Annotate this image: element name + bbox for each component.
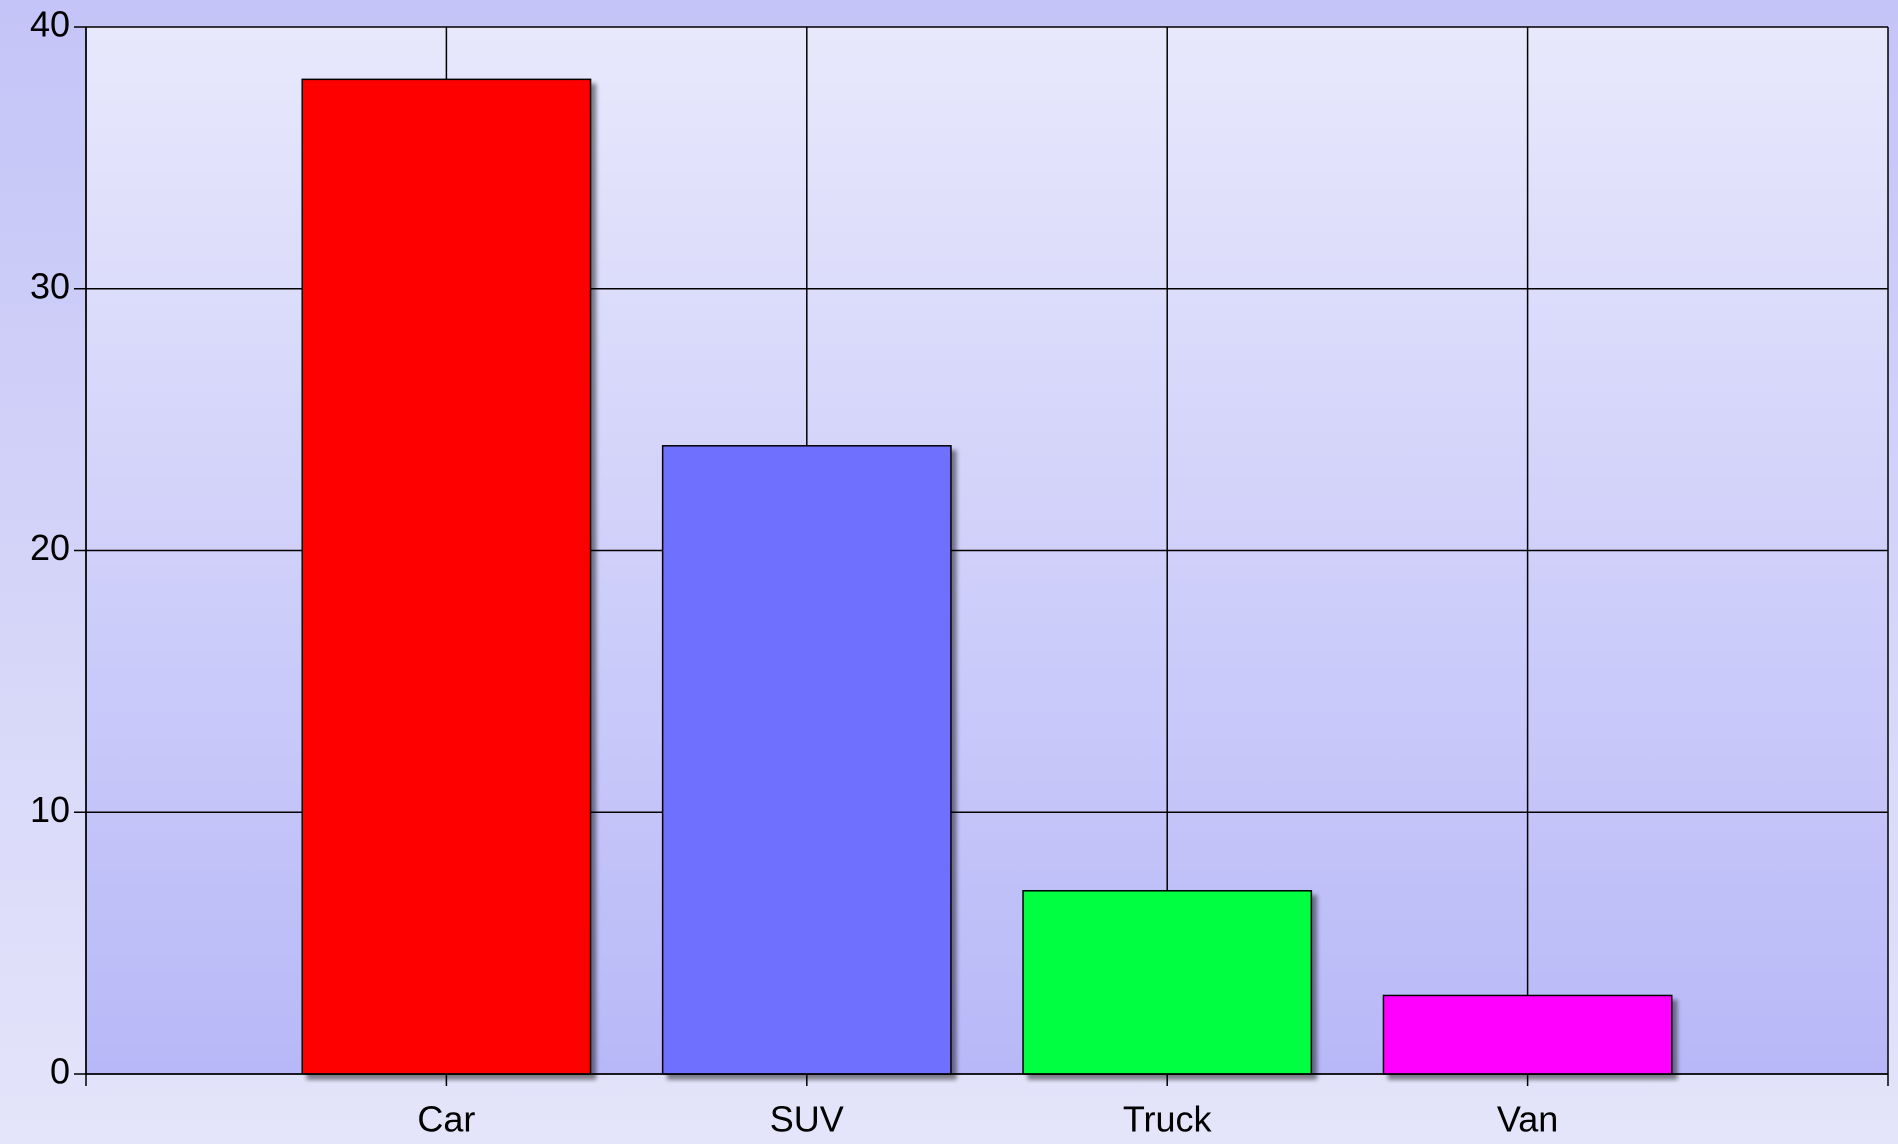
bar [661, 445, 952, 1075]
y-tick-label: 20 [30, 527, 70, 568]
y-tick-label: 30 [30, 265, 70, 306]
bar [301, 78, 592, 1075]
bar [1382, 994, 1673, 1075]
bar [1022, 890, 1313, 1075]
y-tick-label: 40 [30, 4, 70, 45]
x-tick-label: Car [417, 1099, 475, 1140]
y-tick-label: 10 [30, 789, 70, 830]
y-tick-label: 0 [50, 1051, 70, 1092]
x-tick-label: SUV [770, 1099, 844, 1140]
x-tick-label: Truck [1123, 1099, 1213, 1140]
x-tick-label: Van [1497, 1099, 1558, 1140]
